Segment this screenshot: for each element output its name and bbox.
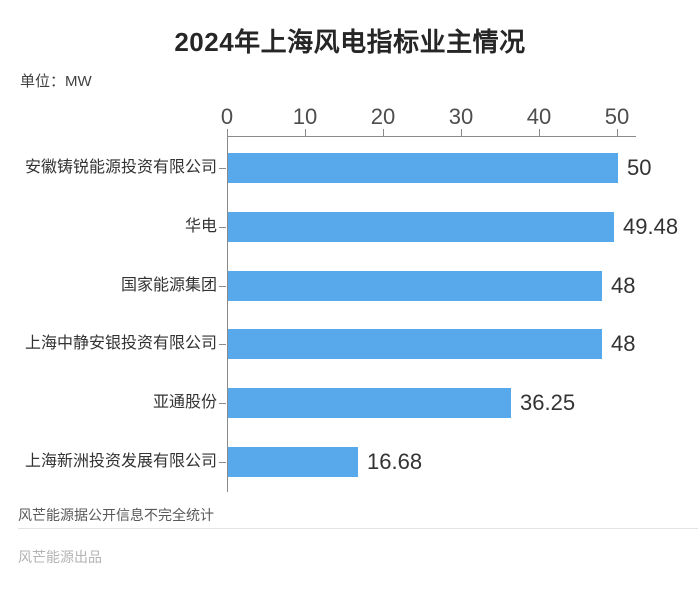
y-axis-line xyxy=(227,136,228,492)
category-tick-mark xyxy=(219,403,226,404)
bar-value-label: 36.25 xyxy=(520,390,576,415)
bar xyxy=(228,153,618,183)
chart-title: 2024年上海风电指标业主情况 xyxy=(174,27,526,57)
bar xyxy=(228,447,358,477)
bar xyxy=(228,271,602,301)
bar xyxy=(228,329,602,359)
axis-tick-label: 10 xyxy=(292,104,318,129)
category-tick-mark xyxy=(219,286,226,287)
axis-tick-label: 30 xyxy=(448,104,474,129)
category-tick-mark xyxy=(219,344,226,345)
source-note: 风芒能源据公开信息不完全统计 xyxy=(18,507,214,523)
category-label: 上海新洲投资发展有限公司 xyxy=(24,453,217,470)
bar xyxy=(228,388,511,418)
axis-tick-mark xyxy=(305,129,306,136)
bar-value-label: 49.48 xyxy=(623,214,679,239)
category-label: 华电 xyxy=(184,217,217,235)
category-label: 上海中静安银投资有限公司 xyxy=(24,335,217,353)
footer-divider xyxy=(18,528,698,529)
axis-tick-mark xyxy=(461,129,462,136)
category-label: 安徽铸锐能源投资有限公司 xyxy=(24,159,217,176)
bar-value-label: 16.68 xyxy=(367,449,423,474)
category-label: 亚通股份 xyxy=(152,394,217,412)
axis-tick-label: 0 xyxy=(220,104,234,129)
category-label: 国家能源集团 xyxy=(120,276,217,294)
unit-label: 单位：MW xyxy=(20,73,92,90)
axis-tick-mark xyxy=(617,129,618,136)
axis-tick-mark xyxy=(383,129,384,136)
x-axis-line xyxy=(227,136,636,137)
bar-value-label: 48 xyxy=(611,273,636,298)
bar-value-label: 50 xyxy=(627,155,652,180)
axis-tick-label: 40 xyxy=(526,104,552,129)
category-tick-mark xyxy=(219,462,226,463)
axis-tick-mark xyxy=(227,129,228,136)
credit-label: 风芒能源出品 xyxy=(18,549,102,565)
axis-tick-mark xyxy=(539,129,540,136)
bar-value-label: 48 xyxy=(611,331,636,356)
axis-tick-label: 20 xyxy=(370,104,396,129)
category-tick-mark xyxy=(219,227,226,228)
axis-tick-label: 50 xyxy=(604,104,630,129)
category-tick-mark xyxy=(219,168,226,169)
bar xyxy=(228,212,614,242)
